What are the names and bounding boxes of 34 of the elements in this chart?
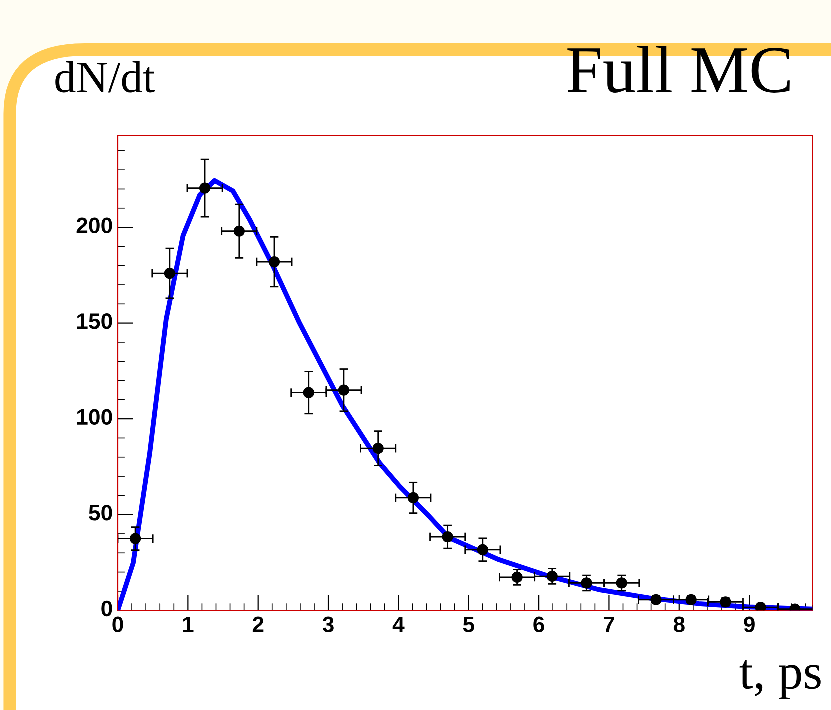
x-tick-label: 2 (252, 616, 264, 632)
x-tick-label: 3 (322, 616, 334, 633)
point (234, 226, 245, 237)
point (199, 182, 211, 194)
point (408, 492, 419, 504)
point (130, 533, 142, 544)
point (581, 578, 592, 589)
x-tick-label: 5 (463, 616, 474, 632)
y-axis-title: dN/dt (56, 61, 155, 93)
x-tick-label: 8 (674, 616, 685, 632)
point (372, 443, 384, 454)
y-tick-label: 0 (102, 600, 112, 617)
point (616, 578, 628, 589)
point (512, 572, 523, 584)
chart-title: Full MC (568, 46, 790, 93)
x-tick-label: 7 (604, 616, 614, 632)
x-tick-label: 1 (183, 616, 194, 632)
point (338, 384, 350, 396)
point (755, 602, 766, 611)
point (164, 268, 176, 280)
point (477, 544, 488, 556)
point (442, 531, 454, 543)
y-tick-label: 150 (77, 314, 112, 330)
x-axis-title: t, ps (740, 660, 821, 700)
y-tick-label: 50 (89, 505, 112, 521)
y-tick-label: 100 (77, 409, 112, 426)
x-tick-label: 0 (112, 616, 124, 632)
x-tick-label: 6 (534, 616, 544, 632)
x-tick-label: 4 (392, 616, 405, 632)
point (546, 570, 558, 582)
point (268, 256, 280, 268)
y-tick-label: 200 (76, 218, 112, 234)
x-tick-label: 9 (744, 616, 755, 632)
point (303, 387, 314, 398)
